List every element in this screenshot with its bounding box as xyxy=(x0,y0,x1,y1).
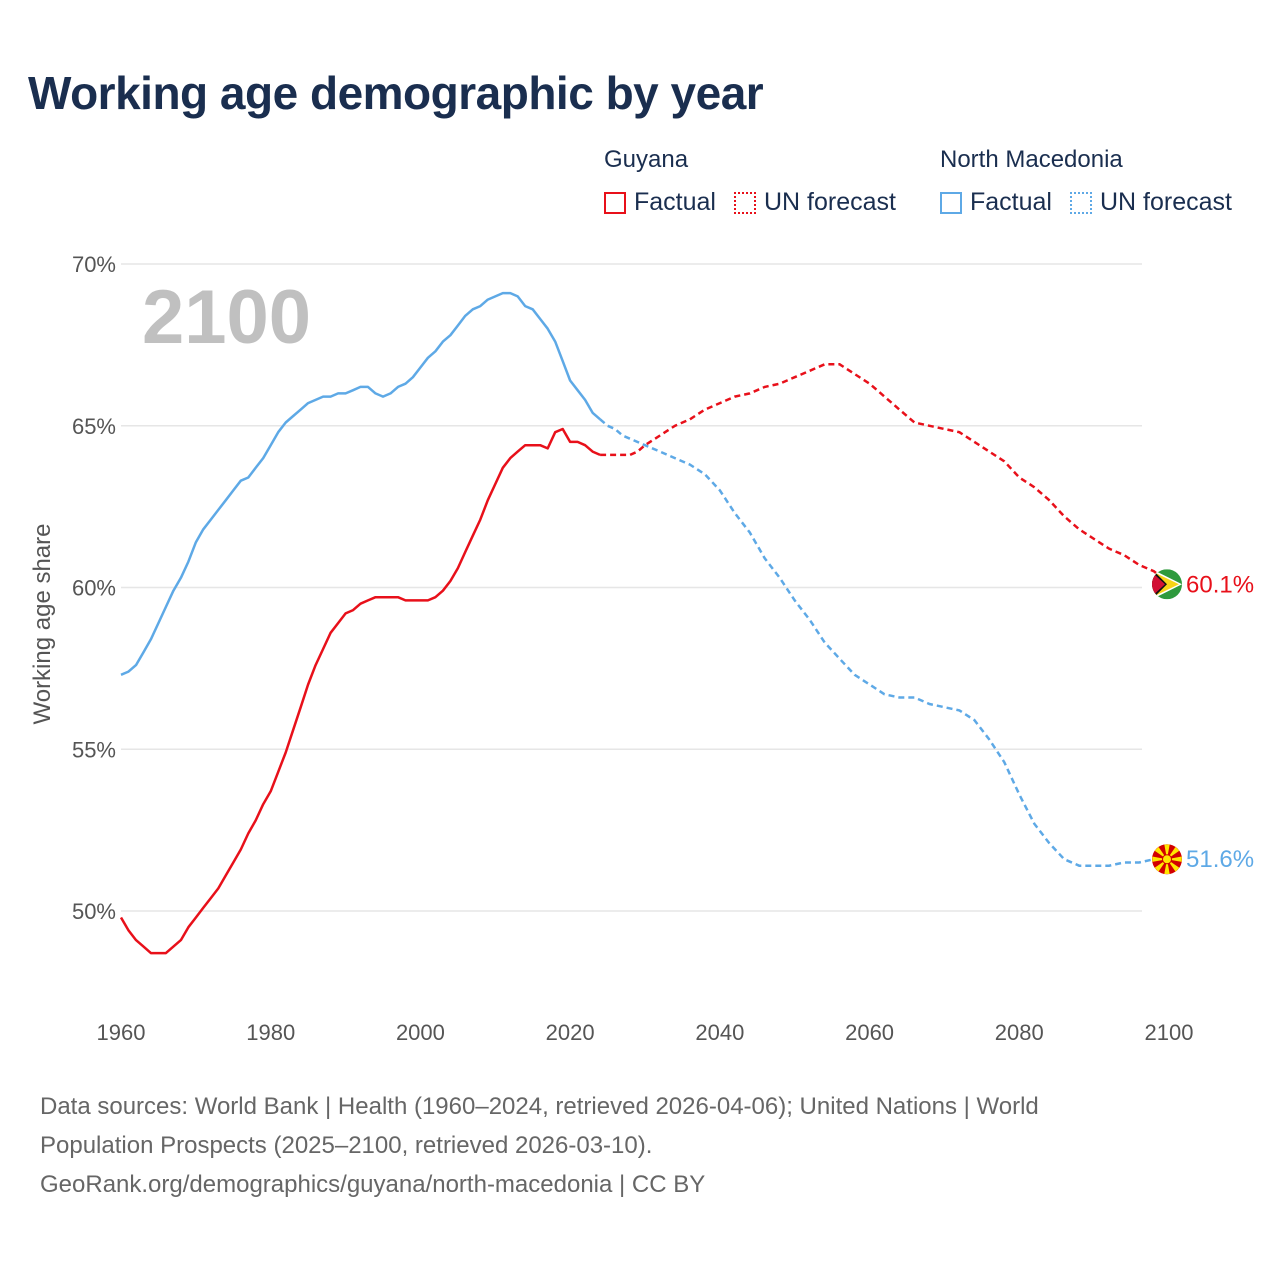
series-end-label: 60.1% xyxy=(1186,571,1254,598)
line-chart: 2100 50% 55% 60% 65% 70% 1960 1980 2000 2020 204… xyxy=(29,252,1254,1045)
flag-sun xyxy=(1162,854,1172,865)
x-tick-label: 2080 xyxy=(995,1020,1044,1045)
y-tick-label: 65% xyxy=(72,414,116,439)
flag-triangle xyxy=(1152,572,1165,597)
x-tick-label: 2020 xyxy=(546,1020,595,1045)
y-tick-label: 60% xyxy=(72,576,116,601)
x-tick-label: 1980 xyxy=(246,1020,295,1045)
y-tick-label: 50% xyxy=(72,899,116,924)
flag-ray xyxy=(1167,856,1182,862)
north-macedonia-flag xyxy=(1152,844,1182,875)
legend-group-north-macedonia: North Macedonia Factual UN forecast xyxy=(940,146,1232,217)
x-tick-label: 1960 xyxy=(97,1020,146,1045)
legend-label: Factual xyxy=(970,188,1052,216)
legend-group-title: North Macedonia xyxy=(940,146,1123,173)
legend-item-north-macedonia-factual[interactable]: Factual xyxy=(940,188,1052,217)
x-tick-label: 2060 xyxy=(845,1020,894,1045)
legend-item-north-macedonia-forecast[interactable]: UN forecast xyxy=(1069,188,1232,217)
series-end-label: 51.6% xyxy=(1186,846,1254,873)
y-tick-label: 55% xyxy=(72,737,116,762)
legend-item-guyana-forecast[interactable]: UN forecast xyxy=(733,188,896,217)
y-axis-label: Working age share xyxy=(29,524,56,725)
guyana-flag xyxy=(1152,569,1182,600)
legend-swatch-dotted xyxy=(733,191,756,214)
legend-group-guyana: Guyana Factual UN forecast xyxy=(604,146,914,217)
series-line-forecast xyxy=(599,418,1169,867)
legend-item-guyana-factual[interactable]: Factual xyxy=(604,188,716,217)
sources-link[interactable]: GeoRank.org/demographics/guyana/north-ma… xyxy=(40,1171,706,1198)
x-tick-label: 2000 xyxy=(396,1020,445,1045)
gridlines xyxy=(121,263,1142,912)
flag-body xyxy=(1152,569,1182,600)
series-line-factual xyxy=(120,291,601,676)
legend-group-title: Guyana xyxy=(604,146,689,173)
legend-swatch-solid xyxy=(940,191,962,214)
legend-label: UN forecast xyxy=(763,188,896,216)
series-line-forecast xyxy=(600,363,1170,586)
flag-ray xyxy=(1164,859,1170,874)
y-axis-ticks: 50% 55% 60% 65% 70% xyxy=(72,252,116,924)
legend-swatch-dotted xyxy=(1069,191,1092,214)
x-tick-label: 2040 xyxy=(695,1020,744,1045)
sources-line-2: Population Prospects (2025–2100, retriev… xyxy=(40,1132,653,1159)
series-line-factual xyxy=(119,427,601,955)
flag-ray xyxy=(1152,856,1167,862)
legend-swatch-solid xyxy=(604,191,626,214)
year-watermark: 2100 xyxy=(142,275,311,360)
legend-label: Factual xyxy=(634,188,716,216)
flag-ray xyxy=(1164,844,1170,860)
y-tick-label: 70% xyxy=(72,252,116,277)
data-sources: Data sources: World Bank | Health (1960–… xyxy=(40,1087,1220,1204)
x-tick-label: 2100 xyxy=(1145,1020,1194,1045)
chart-title: Working age demographic by year xyxy=(28,67,764,119)
x-axis-ticks: 1960 1980 2000 2020 2040 2060 2080 2100 xyxy=(97,1020,1194,1045)
end-markers: 60.1% 51.6% xyxy=(1152,569,1254,875)
series-lines xyxy=(119,291,1170,955)
legend-label: UN forecast xyxy=(1099,188,1232,216)
sources-line-1: Data sources: World Bank | Health (1960–… xyxy=(40,1093,1039,1120)
